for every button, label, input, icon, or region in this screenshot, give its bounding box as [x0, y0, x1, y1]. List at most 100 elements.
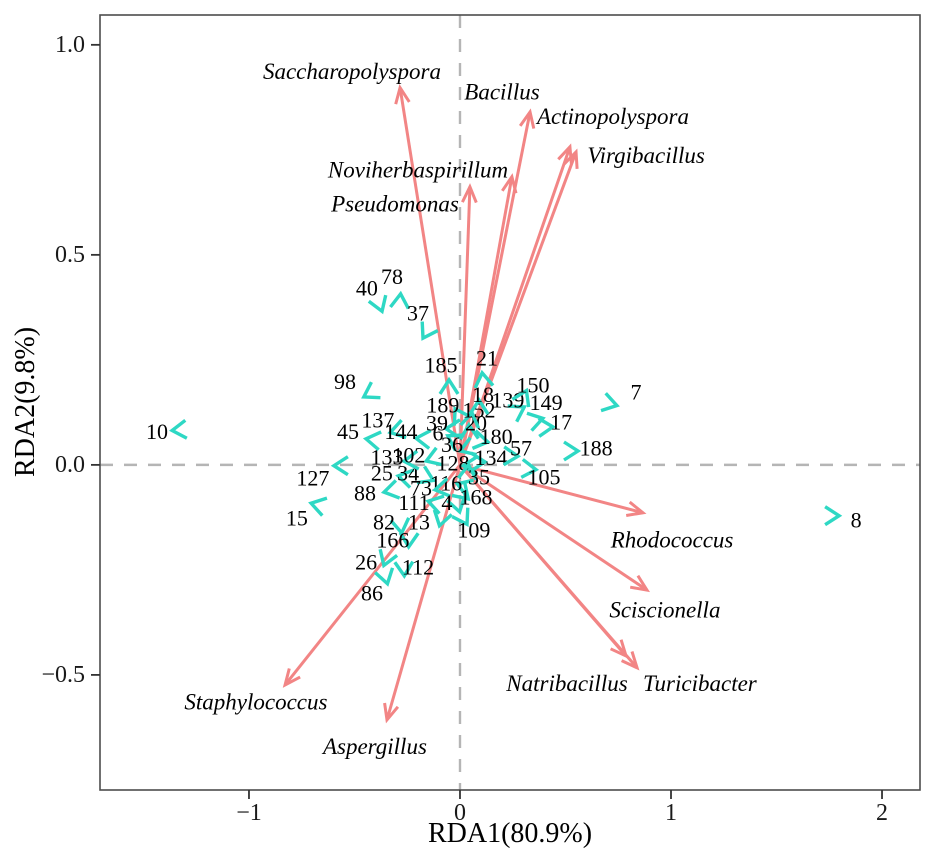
- sample-label-111: 111: [398, 490, 429, 515]
- sample-marker-112: [393, 560, 415, 580]
- sample-marker-57: [502, 445, 522, 467]
- sample-label-4: 4: [441, 490, 452, 515]
- y-axis-tick-label: 0.5: [55, 242, 85, 268]
- species-arrowhead-pseudomonas: [461, 183, 478, 204]
- sample-marker-189: [452, 406, 471, 426]
- species-arrow-aspergillus: [385, 464, 462, 721]
- sample-label-139: 139: [491, 387, 524, 412]
- sample-label-45: 45: [337, 419, 359, 444]
- sample-label-134: 134: [475, 445, 508, 470]
- species-label-virgibacillus: Virgibacillus: [587, 143, 705, 168]
- sample-label-6: 6: [433, 420, 444, 445]
- sample-label-144: 144: [384, 419, 417, 444]
- sample-label-13: 13: [408, 510, 430, 535]
- sample-marker-116: [454, 478, 474, 499]
- sample-marker-137: [387, 418, 407, 440]
- species-arrowhead-virgibacillus: [563, 148, 579, 169]
- sample-marker-185: [438, 376, 460, 395]
- sample-marker-109: [451, 507, 470, 528]
- sample-label-7: 7: [630, 379, 641, 404]
- sample-label-166: 166: [376, 528, 409, 553]
- sample-label-37: 37: [407, 300, 429, 325]
- sample-label-127: 127: [296, 465, 329, 490]
- sample-label-15: 15: [286, 505, 308, 530]
- species-arrowhead-staphylococcus: [282, 668, 301, 688]
- species-label-natribacillus: Natribacillus: [505, 671, 627, 696]
- x-axis-tick-label: 1: [665, 800, 677, 826]
- species-arrow-turicibacter: [458, 463, 639, 669]
- panel-border: [99, 14, 921, 791]
- sample-marker-13: [432, 509, 453, 529]
- sample-marker-20: [458, 421, 480, 441]
- sample-marker-166: [398, 531, 420, 551]
- species-label-noviherbaspirillum: Noviherbaspirillum: [327, 158, 508, 183]
- x-axis-tick-label: −1: [236, 800, 262, 826]
- species-label-bacillus: Bacillus: [464, 79, 539, 104]
- species-label-pseudomonas: Pseudomonas: [330, 192, 459, 217]
- x-axis-title: RDA1(80.9%): [428, 818, 592, 849]
- sample-marker-26: [378, 548, 399, 569]
- species-arrow-virgibacillus: [458, 151, 578, 466]
- sample-label-137: 137: [361, 407, 394, 432]
- sample-label-25: 25: [371, 460, 393, 485]
- sample-marker-102: [423, 446, 443, 467]
- species-label-turicibacter: Turicibacter: [643, 671, 758, 696]
- sample-marker-78: [389, 290, 410, 310]
- sample-label-149: 149: [530, 390, 563, 415]
- species-arrowhead-rhodococcus: [625, 500, 647, 517]
- species-arrow-sciscionella: [459, 463, 648, 592]
- sample-marker-98: [361, 381, 381, 400]
- sample-label-98: 98: [334, 369, 356, 394]
- sample-marker-40: [367, 294, 388, 315]
- species-arrow-saccharopolyspora: [398, 87, 462, 466]
- sample-marker-25: [395, 468, 415, 489]
- sample-label-102: 102: [392, 442, 425, 467]
- sample-marker-17: [537, 416, 557, 438]
- species-label-staphylococcus: Staphylococcus: [184, 689, 327, 714]
- sample-label-88: 88: [354, 481, 376, 506]
- sample-label-86: 86: [361, 580, 383, 605]
- x-axis-tick-label: 2: [876, 800, 888, 826]
- sample-label-21: 21: [476, 345, 498, 370]
- sample-marker-35: [456, 461, 478, 481]
- sample-label-36: 36: [441, 432, 463, 457]
- sample-marker-45: [362, 430, 382, 452]
- sample-marker-10: [168, 418, 188, 440]
- sample-label-39: 39: [426, 410, 448, 435]
- sample-marker-111: [425, 494, 445, 515]
- sample-label-189: 189: [426, 392, 459, 417]
- species-arrowhead-sciscionella: [629, 574, 651, 593]
- sample-marker-105: [520, 458, 540, 479]
- species-label-aspergillus: Aspergillus: [321, 734, 427, 759]
- sample-label-150: 150: [517, 373, 550, 398]
- sample-marker-73: [431, 477, 452, 498]
- sample-label-78: 78: [381, 264, 403, 289]
- sample-label-26: 26: [355, 549, 377, 574]
- species-label-sciscionella: Sciscionella: [609, 597, 720, 622]
- sample-marker-127: [330, 455, 349, 477]
- sample-marker-21: [473, 369, 495, 389]
- sample-marker-149: [526, 411, 546, 432]
- chart-generated-layer: Saccharopolyspora BacillusActinopolyspora…: [41, 14, 921, 826]
- x-axis-tick-label: 0: [454, 800, 466, 826]
- species-label-rhodococcus: Rhodococcus: [610, 528, 734, 553]
- sample-marker-34: [416, 465, 437, 485]
- y-axis-tick-label: 1.0: [55, 32, 85, 58]
- sample-marker-6: [445, 433, 465, 452]
- sample-marker-37: [420, 321, 439, 341]
- sample-marker-18: [468, 396, 490, 416]
- sample-label-8: 8: [851, 507, 862, 532]
- sample-label-10: 10: [146, 419, 168, 444]
- sample-marker-4: [446, 495, 467, 515]
- sample-label-40: 40: [356, 276, 378, 301]
- species-arrowhead-saccharopolyspora: [394, 84, 411, 105]
- species-arrowhead-noviherbaspirillum: [501, 173, 518, 194]
- sample-marker-150: [511, 387, 531, 408]
- sample-marker-180: [471, 429, 491, 450]
- sample-marker-144: [412, 429, 432, 450]
- sample-label-185: 185: [424, 352, 457, 377]
- y-axis-tick-label: −0.5: [41, 662, 85, 688]
- species-label-actinopolyspora: Actinopolyspora: [535, 104, 689, 129]
